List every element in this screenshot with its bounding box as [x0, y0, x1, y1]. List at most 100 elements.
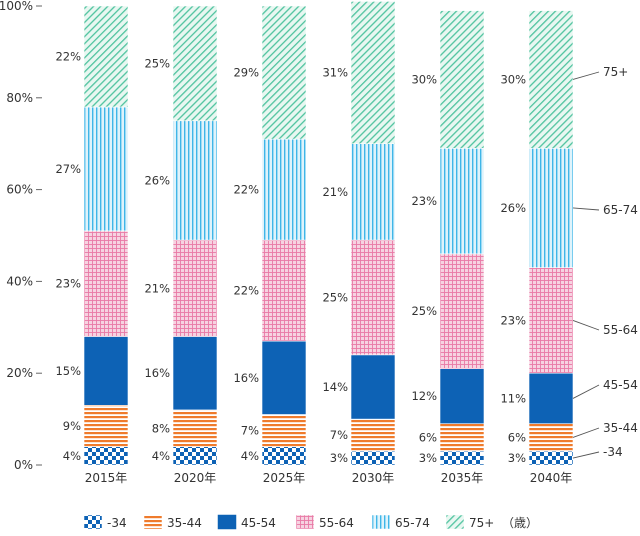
legend-swatch — [83, 514, 103, 530]
bar-segment — [350, 450, 396, 466]
legend-label: 45-54 — [241, 516, 276, 530]
data-label: 16% — [144, 366, 170, 380]
bar-segment — [350, 418, 396, 452]
bar-segment — [261, 340, 307, 415]
data-label: 3% — [508, 451, 526, 465]
data-label: 6% — [508, 430, 526, 444]
data-label: 25% — [411, 304, 437, 318]
data-label: 3% — [330, 451, 348, 465]
data-label: 27% — [55, 162, 81, 176]
data-label: 30% — [500, 72, 526, 86]
leader-line — [572, 427, 600, 438]
data-label: 30% — [411, 72, 437, 86]
bar-segment — [172, 120, 218, 241]
data-label: 7% — [241, 424, 259, 438]
data-label: 22% — [233, 284, 259, 298]
data-label: 25% — [322, 290, 348, 304]
x-axis-labels: 2015年 2020年 2025年 2030年 2035年 2040年 — [85, 471, 573, 485]
data-label: 4% — [63, 449, 81, 463]
y-tick-label: 40% — [6, 274, 33, 288]
legend-swatch — [217, 514, 237, 530]
bars — [83, 1, 574, 466]
legend-label: 65-74 — [395, 516, 430, 530]
leader-line — [572, 71, 600, 80]
data-label: 14% — [322, 380, 348, 394]
bar-segment — [172, 409, 218, 447]
legend-label: 75+ — [469, 516, 494, 530]
bar-segment — [83, 106, 129, 232]
bar-segment — [172, 5, 218, 122]
data-label: 22% — [233, 183, 259, 197]
legend-item: 35-44 — [143, 514, 202, 530]
bar-segment — [172, 446, 218, 466]
data-label: 6% — [419, 430, 437, 444]
series-end-label: 55-64 — [603, 323, 638, 337]
leader-line — [572, 384, 600, 399]
legend-swatch — [143, 514, 163, 530]
data-label: 11% — [500, 391, 526, 405]
x-tick-label: 2040年 — [530, 471, 573, 485]
data-label: 25% — [144, 56, 170, 70]
right-series-labels: -34 35-44 45-54 55-64 65-74 75+ — [572, 65, 638, 459]
data-label: 8% — [152, 421, 170, 435]
bar-segment — [350, 143, 396, 241]
bar-segment — [261, 239, 307, 342]
bar-segment — [528, 147, 574, 268]
bar-segment — [528, 267, 574, 374]
bar-segment — [439, 253, 485, 369]
legend-item: -34 — [83, 514, 127, 530]
bar-segment — [172, 239, 218, 337]
data-label: 12% — [411, 389, 437, 403]
bar-segment — [350, 239, 396, 356]
bar-segment — [439, 368, 485, 424]
data-label: 23% — [55, 277, 81, 291]
data-label: 4% — [241, 449, 259, 463]
data-label: 21% — [322, 185, 348, 199]
data-label: 16% — [233, 371, 259, 385]
bar-segment — [83, 336, 129, 406]
bar-segment — [83, 230, 129, 337]
series-end-label: 45-54 — [603, 378, 638, 392]
leader-line — [572, 207, 600, 211]
bar-segment — [439, 423, 485, 452]
bar-segment — [261, 138, 307, 241]
data-label: 23% — [500, 313, 526, 327]
y-tick-label: 60% — [6, 183, 33, 197]
series-end-label: 75+ — [603, 65, 628, 79]
legend: -34 35-44 45-54 55-64 65-74 75+ （歳） — [83, 514, 538, 530]
bar-segment — [528, 372, 574, 424]
legend-label: 35-44 — [167, 516, 202, 530]
bar-segment — [261, 5, 307, 140]
data-label: 26% — [500, 201, 526, 215]
series-end-label: 65-74 — [603, 203, 638, 217]
y-tick-label: 100% — [0, 0, 33, 13]
x-tick-label: 2030年 — [352, 471, 395, 485]
data-label: 4% — [152, 449, 170, 463]
y-tick-label: 0% — [14, 458, 33, 472]
bar-segment — [528, 10, 574, 149]
x-tick-label: 2020年 — [174, 471, 217, 485]
bar-segment — [83, 405, 129, 447]
data-label: 3% — [419, 451, 437, 465]
bar-segment — [172, 336, 218, 411]
data-labels: 4% 9% 15% 23% 27% 22% 4% 8% 16% 21% 26% 25% 4% 7% 16% 2… — [55, 49, 526, 465]
legend-swatch — [295, 514, 315, 530]
legend-label: 55-64 — [319, 516, 354, 530]
bar-segment — [261, 446, 307, 466]
x-tick-label: 2035年 — [441, 471, 484, 485]
data-label: 15% — [55, 364, 81, 378]
legend-item: 45-54 — [217, 514, 276, 530]
legend-item: 65-74 — [371, 514, 430, 530]
data-label: 21% — [144, 281, 170, 295]
y-tick-label: 80% — [6, 91, 33, 105]
y-tick-label: 20% — [6, 366, 33, 380]
bar-segment — [439, 10, 485, 149]
legend-label: -34 — [107, 516, 127, 530]
legend-unit: （歳） — [502, 516, 538, 530]
data-label: 9% — [63, 419, 81, 433]
bar-segment — [350, 1, 396, 144]
bar-segment — [350, 354, 396, 420]
bar-segment — [528, 423, 574, 452]
x-tick-label: 2025年 — [263, 471, 306, 485]
